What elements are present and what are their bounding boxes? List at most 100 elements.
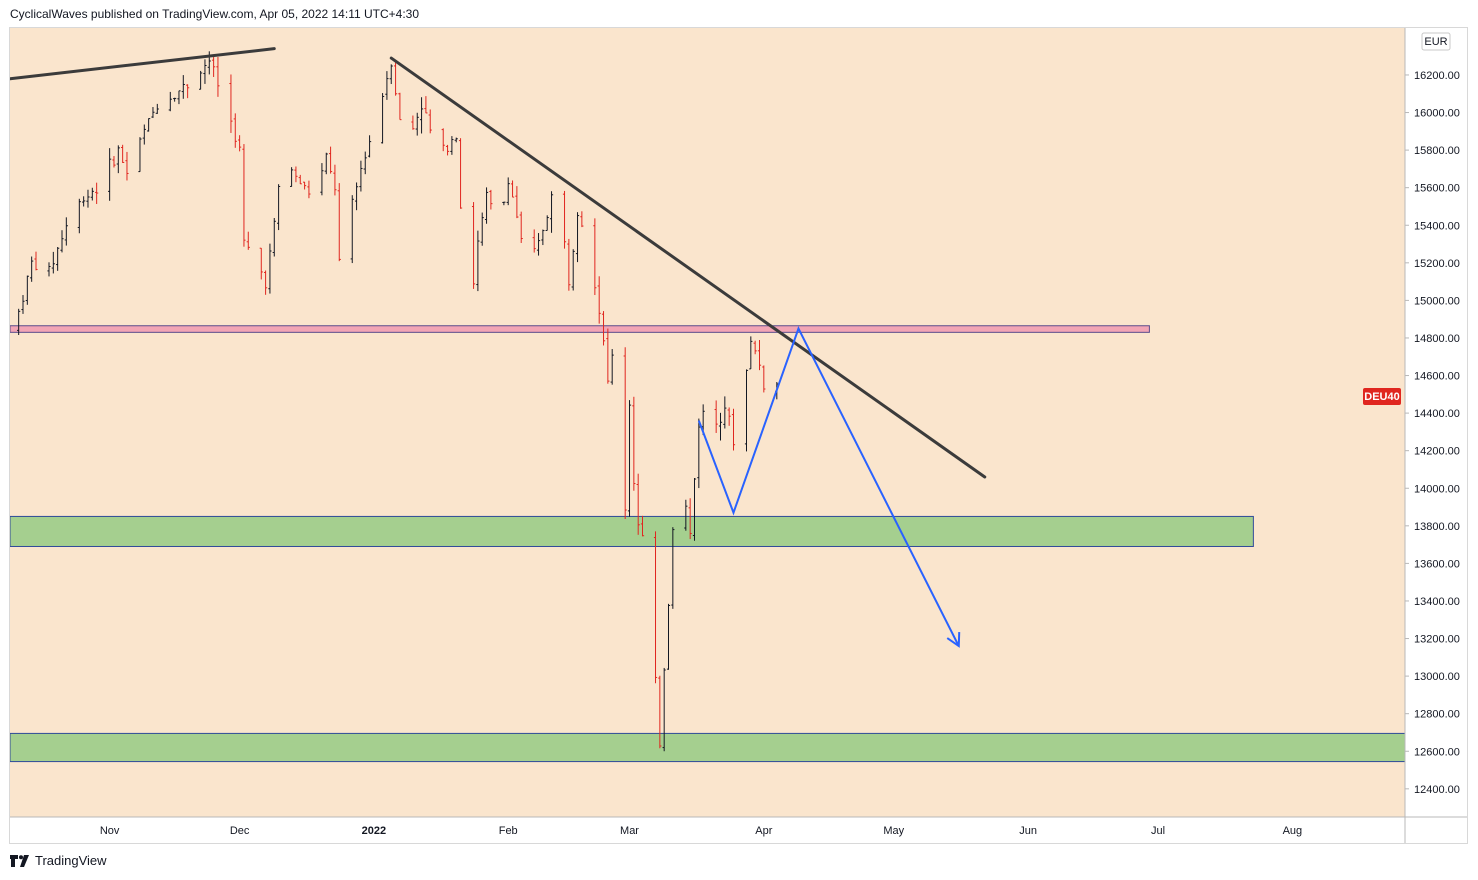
top-rising-line xyxy=(10,47,276,81)
ohlc-bar xyxy=(229,74,233,133)
ohlc-bar xyxy=(268,243,272,294)
ohlc-bars xyxy=(17,51,779,752)
ohlc-bar xyxy=(151,107,155,118)
ohlc-bar xyxy=(393,60,398,96)
time-tick-label: Dec xyxy=(230,825,250,837)
price-tick-label: 15600.00 xyxy=(1414,183,1460,195)
price-tick-label: 13600.00 xyxy=(1414,558,1460,570)
ohlc-bar xyxy=(510,180,515,198)
ohlc-bar xyxy=(363,151,367,175)
price-tick-label: 14400.00 xyxy=(1414,408,1460,420)
ohlc-bar xyxy=(640,515,645,537)
tradingview-brand: TradingView xyxy=(35,853,107,868)
ohlc-bar xyxy=(385,71,389,100)
ohlc-bar xyxy=(445,144,450,156)
ohlc-bar xyxy=(181,75,185,99)
price-tick-label: 13800.00 xyxy=(1414,521,1460,533)
ohlc-bar xyxy=(77,198,81,234)
attribution-header: CyclicalWaves published on TradingView.c… xyxy=(10,7,420,21)
ohlc-bar xyxy=(688,498,692,540)
ohlc-bar xyxy=(762,365,766,393)
ohlc-bar xyxy=(212,55,216,77)
ohlc-bar xyxy=(289,167,294,187)
ohlc-bar xyxy=(333,164,337,196)
tradingview-footer[interactable]: TradingView xyxy=(10,853,107,868)
ohlc-bar xyxy=(246,231,250,250)
price-tick-label: 13000.00 xyxy=(1414,671,1460,683)
time-axis[interactable]: Nov Dec 2022 Feb Mar Apr May Jun Jul Aug xyxy=(100,825,1302,837)
ohlc-bar xyxy=(601,311,606,346)
ohlc-bar xyxy=(398,92,402,121)
ohlc-bar xyxy=(567,238,571,291)
ohlc-bar xyxy=(692,478,697,541)
ohlc-bar xyxy=(727,407,731,426)
ohlc-bar xyxy=(21,295,25,314)
zones-layer xyxy=(10,325,1406,763)
ohlc-bar xyxy=(90,187,94,201)
ohlc-bar xyxy=(95,182,99,204)
ohlc-bar xyxy=(359,160,363,192)
ohlc-bar xyxy=(389,64,393,85)
ohlc-bar xyxy=(458,138,463,209)
ohlc-bar xyxy=(731,408,736,451)
ohlc-bar xyxy=(142,124,146,145)
ohlc-bar xyxy=(532,229,536,253)
ohlc-bar xyxy=(17,308,21,336)
currency-text: EUR xyxy=(1424,36,1447,48)
price-tick-label: 15400.00 xyxy=(1414,220,1460,232)
ohlc-bar xyxy=(658,675,662,749)
ohlc-bar xyxy=(610,349,614,385)
ohlc-bar xyxy=(653,531,658,684)
ohlc-bar xyxy=(666,603,671,670)
time-tick-label: Jul xyxy=(1151,825,1165,837)
time-tick-label: Mar xyxy=(620,825,639,837)
ohlc-bar xyxy=(354,182,359,211)
ohlc-bar xyxy=(753,340,757,355)
ohlc-bar xyxy=(744,369,749,452)
tradingview-logo-icon xyxy=(10,854,29,867)
ohlc-bar xyxy=(242,144,246,247)
ohlc-bar xyxy=(697,418,701,489)
ohlc-bar xyxy=(350,195,354,264)
ohlc-bar xyxy=(203,59,207,84)
plot-background xyxy=(10,28,1405,817)
ohlc-bar xyxy=(147,118,151,132)
ohlc-bar xyxy=(60,230,64,253)
ohlc-bar xyxy=(454,137,458,143)
ohlc-bar xyxy=(519,211,523,243)
ohlc-bar xyxy=(627,400,632,517)
ohlc-bar xyxy=(671,527,675,609)
ohlc-bar xyxy=(623,347,627,520)
ohlc-bar xyxy=(723,396,727,429)
ohlc-bar xyxy=(484,187,489,224)
time-tick-label: Nov xyxy=(100,825,120,837)
price-tick-label: 14200.00 xyxy=(1414,446,1460,458)
ohlc-bar xyxy=(415,112,419,136)
time-tick-label: Apr xyxy=(755,825,772,837)
ohlc-bar xyxy=(173,97,177,102)
ohlc-bar xyxy=(307,180,311,199)
price-chart[interactable]: 12400.00 12600.00 12800.00 13000.00 13200.00… xyxy=(10,28,1467,843)
price-tick-label: 12800.00 xyxy=(1414,709,1460,721)
ohlc-bar xyxy=(571,249,575,291)
time-tick-label: 2022 xyxy=(362,825,386,837)
ohlc-bar xyxy=(199,70,203,90)
ohlc-bar xyxy=(186,84,190,99)
price-tick-label: 13200.00 xyxy=(1414,634,1460,646)
projection-arrowhead xyxy=(946,632,961,648)
ohlc-bar xyxy=(328,146,333,174)
ohlc-bar xyxy=(238,135,242,152)
ohlc-bar xyxy=(30,256,34,282)
ohlc-bar xyxy=(367,135,372,158)
ohlc-bar xyxy=(441,128,445,152)
ohlc-bar xyxy=(56,247,60,271)
ohlc-bar xyxy=(757,340,762,371)
ohlc-bar xyxy=(471,202,476,289)
ohlc-bar xyxy=(324,152,328,175)
ohlc-bar xyxy=(121,144,125,163)
price-tick-label: 16000.00 xyxy=(1414,108,1460,120)
price-axis[interactable]: 12400.00 12600.00 12800.00 13000.00 13200.00… xyxy=(1405,70,1460,796)
ohlc-bar xyxy=(82,196,86,207)
chart-panel[interactable]: 12400.00 12600.00 12800.00 13000.00 13200.00… xyxy=(9,27,1468,844)
price-tick-label: 12600.00 xyxy=(1414,746,1460,758)
